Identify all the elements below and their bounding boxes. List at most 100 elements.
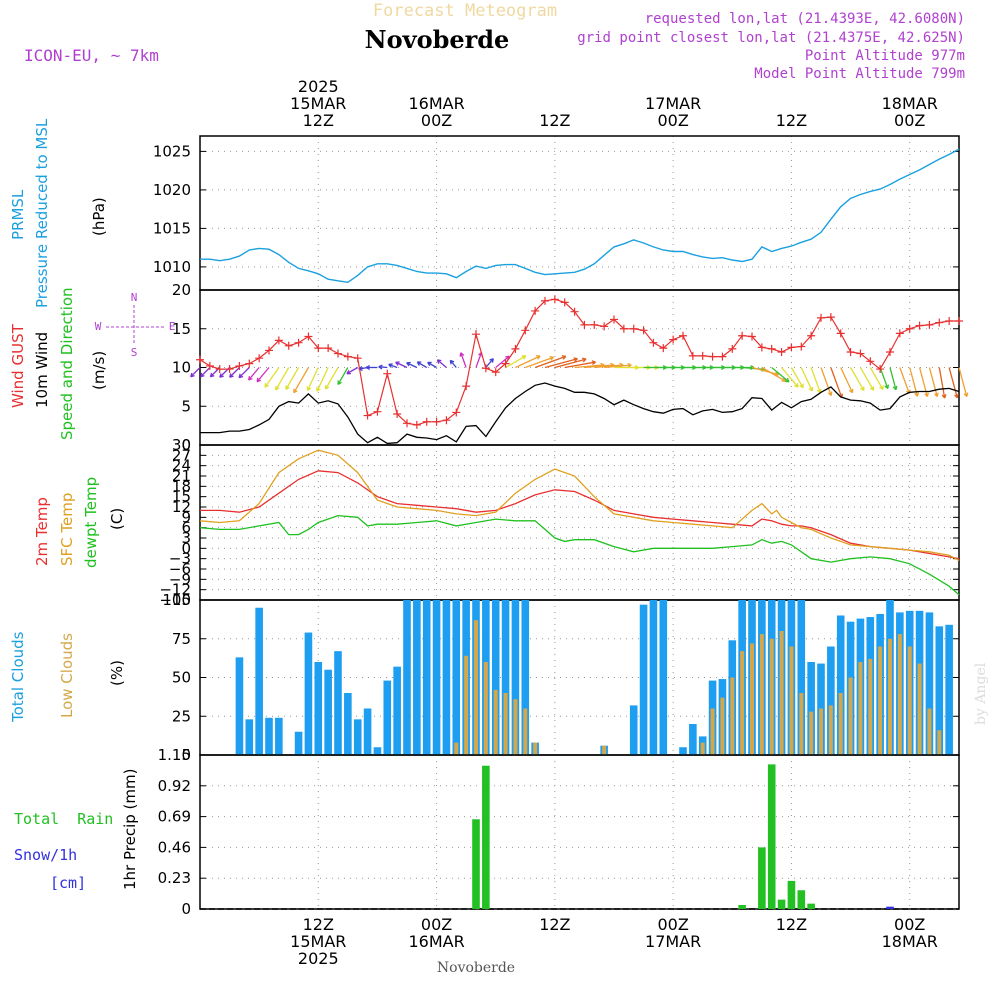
gust-marker [698,351,707,360]
wind-arrow [594,364,624,369]
total-cloud-bar [314,662,323,755]
wind-arrow [337,367,349,385]
total-cloud-bar [521,600,530,755]
wind-arrow-head [561,355,567,360]
wind-arrow [238,367,250,379]
gust-marker [659,344,668,353]
wind-arrow [395,361,408,369]
gust-marker [245,359,254,368]
wind-arrow [475,352,483,368]
wind-arrow-head [436,359,442,364]
gust-marker [600,322,609,331]
y-tick-label: 20 [172,281,191,299]
gust-marker [196,355,204,364]
total-cloud-bar [334,651,342,755]
gust-marker [265,346,273,355]
low-cloud-bar [513,699,518,755]
wind-arrow-head [933,392,939,398]
wind-arrow-head [316,387,321,392]
bottom-time-label: 00Z [657,915,688,934]
gust-marker [462,382,471,391]
wind-arrow [604,364,632,369]
bottom-time-label: 15MAR [290,932,346,951]
wind-arrow [256,367,270,383]
wind-arrow [790,367,804,389]
wind-arrow-head [406,361,411,367]
total-cloud-bar [304,632,313,755]
total-cloud-bar [679,747,687,755]
gust-marker [629,324,638,333]
gust-marker [708,352,717,361]
low-cloud-bar [720,697,725,755]
y-tick-label: 0.69 [158,808,191,826]
total-clouds-label: Total Clouds [9,631,27,723]
low-cloud-bar [868,658,873,755]
total-cloud-bar [935,626,944,755]
top-time-label: 12Z [539,111,570,130]
gust-marker [590,320,599,329]
bottom-time-label: 2025 [298,949,339,968]
gust-marker [955,317,963,325]
y-tick-label: 5 [181,397,191,415]
wind-arrow [938,367,946,399]
y-tick-label: 1010 [153,258,191,276]
gust-marker [373,407,382,416]
dewpt-label: dewpt Temp [82,477,100,568]
rain-bar [787,880,796,909]
top-time-label: 16MAR [408,94,464,113]
pressure-panel: 1010 1015 1020 1025 [153,135,960,291]
low-cloud-bar [483,662,488,755]
footer-location: Novoberde [437,960,515,976]
y-tick-label: 24 [172,457,191,475]
gust-marker [442,416,451,425]
wind10-line [200,382,960,445]
bottom-time-label: 12Z [539,915,570,934]
gust-marker [343,352,352,361]
total-cloud-bar [491,600,500,755]
wind-arrow [190,367,201,378]
gust-marker [363,411,372,420]
total-cloud-bar [639,604,648,755]
low-clouds-label: Low Clouds [58,633,76,718]
rain-bar [777,899,786,909]
wind-arrow [275,367,290,391]
gust-marker [403,419,411,428]
y-tick-label: 1015 [153,219,191,237]
gust-marker [215,365,224,374]
gust-marker [580,320,589,329]
gust-marker [935,318,944,327]
compass-n: N [131,291,138,304]
low-cloud-bar [799,693,804,755]
gust-marker [817,313,825,322]
wind-arrow [449,359,457,368]
total-cloud-bar [807,662,815,755]
total-cloud-bar [689,724,697,755]
y-tick-label: −15 [159,591,191,609]
snow-bar [886,906,894,909]
temp-unit-label: (C) [108,508,126,530]
low-cloud-bar [533,742,538,755]
gust-marker [886,348,894,356]
gust-marker [669,335,678,344]
y-tick-label: 0 [181,539,191,557]
total-cloud-bar [235,657,244,755]
wind-arrow-head [799,383,804,389]
y-tick-label: 18 [172,477,191,495]
gust-marker [501,359,510,368]
gust-marker [334,349,342,358]
wind-arrow-head [963,392,969,398]
wind-arrow-head [459,352,465,357]
gust-marker [472,330,480,339]
gust-marker [570,307,579,316]
gust-marker [856,349,865,358]
gust-marker [925,320,934,329]
low-cloud-bar [769,638,774,755]
low-cloud-bar [888,638,892,755]
y-tick-label: −12 [159,581,191,599]
top-time-label: 15MAR [290,94,346,113]
wind-arrow [485,358,494,368]
wind-arrow-head [346,369,351,375]
gust-marker [432,417,441,426]
prmsl-long-label: Pressure Reduced to MSL [33,118,51,308]
gust-marker [777,348,786,356]
